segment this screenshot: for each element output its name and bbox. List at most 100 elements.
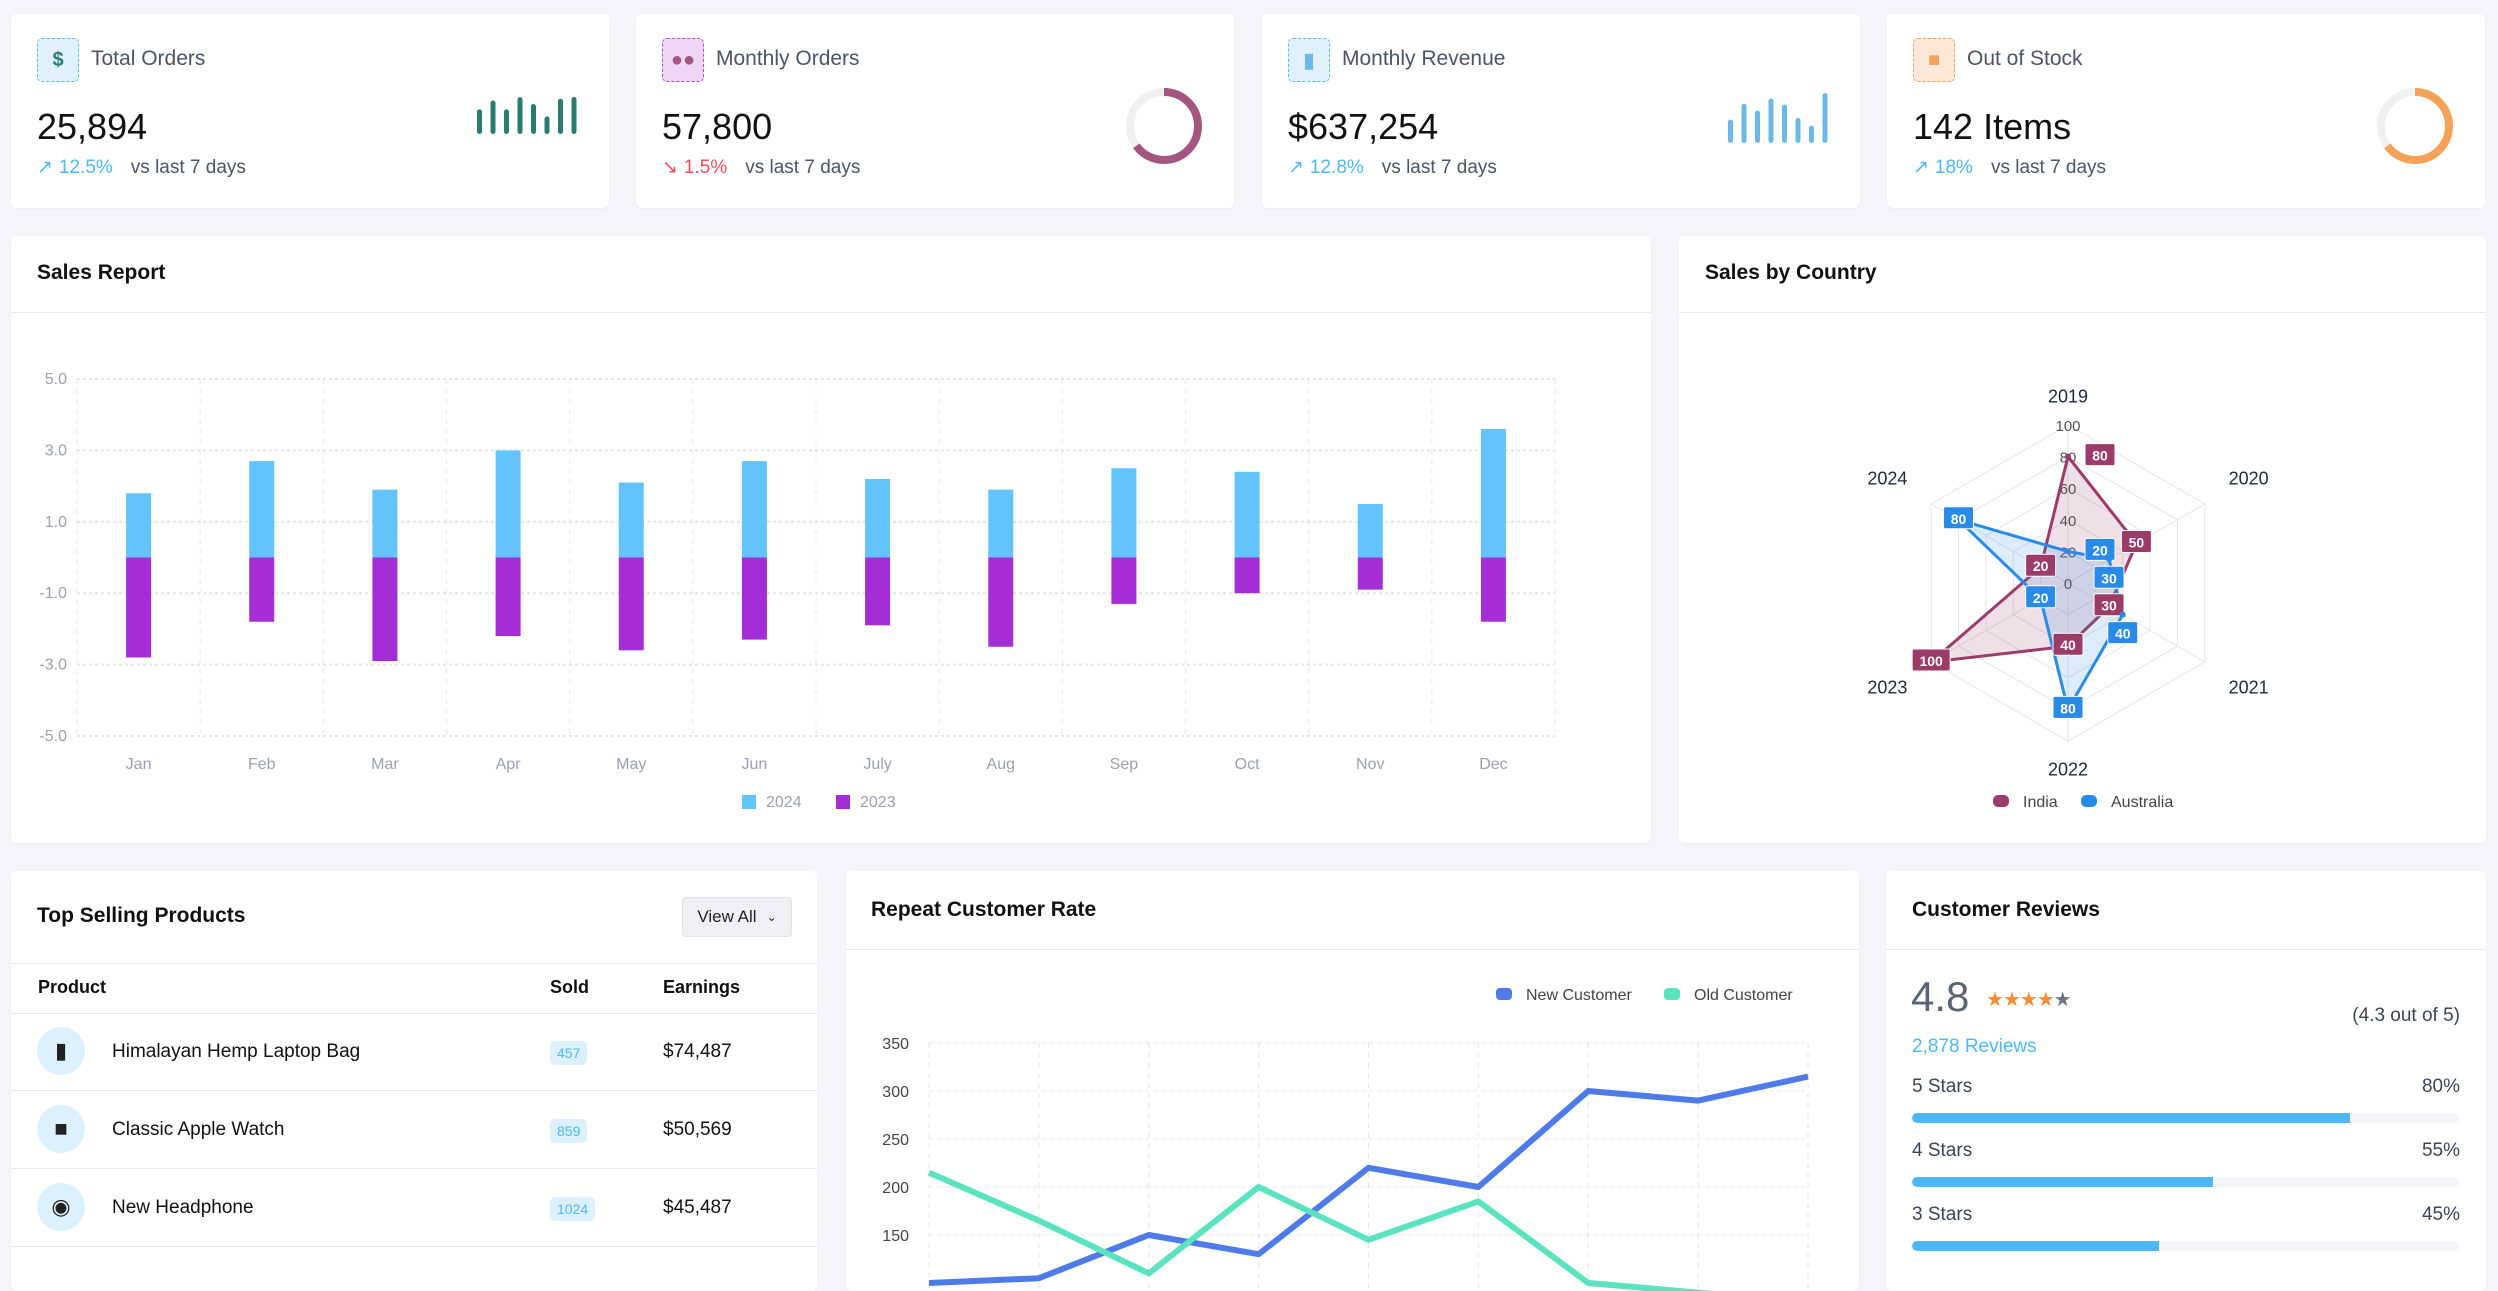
x-tick-label: Jan	[126, 756, 152, 773]
top-selling-title: Top Selling Products	[37, 904, 246, 927]
kpi-trend: ↘ 1.5% vs last 7 days	[662, 156, 860, 179]
star-level-label: 4 Stars	[1912, 1140, 1973, 1161]
repeat-customer-card: Repeat Customer Rate 350 300 250 200 150 New …	[846, 871, 1859, 1291]
kpi-value: $637,254	[1288, 106, 1439, 147]
data-label: 80	[2060, 700, 2076, 716]
trend-up-icon: ↗	[1288, 157, 1304, 178]
trend-period: vs last 7 days	[1381, 156, 1497, 178]
bar-2024-mar	[372, 489, 398, 558]
kpi-trend: ↗ 12.5% vs last 7 days	[37, 156, 246, 179]
y-tick-label: 150	[882, 1228, 909, 1245]
earnings-value: $74,487	[663, 1041, 732, 1062]
data-point	[2065, 453, 2071, 460]
sparkline-bar	[490, 100, 496, 134]
data-label: 20	[2033, 558, 2049, 574]
data-point	[2119, 611, 2126, 618]
kpi-card-monthly-revenue: ▮ Monthly Revenue $637,254 ↗ 12.8% vs la…	[1262, 14, 1860, 208]
radar-tick-label: 0	[2064, 576, 2072, 593]
trend-percent: 12.5%	[58, 156, 113, 178]
bag-thumbnail: ▮	[37, 1027, 85, 1075]
reviews-count-link[interactable]: 2,878 Reviews	[1912, 1036, 2037, 1057]
bar-2023-dec	[1480, 557, 1506, 622]
sparkline-bar	[1782, 104, 1787, 143]
x-tick-label: Apr	[496, 756, 522, 773]
divider	[11, 1013, 817, 1014]
y-tick-label: 200	[882, 1180, 909, 1197]
data-label: 40	[2060, 637, 2076, 653]
product-name: New Headphone	[112, 1197, 254, 1218]
star-level-percent: 55%	[2421, 1140, 2460, 1161]
bar-2023-sep	[1111, 557, 1137, 604]
sparkline-bar	[1741, 103, 1747, 143]
bar-2023-aug	[988, 557, 1014, 647]
radar-category-label: 2023	[1867, 677, 1907, 697]
sparkline-bar	[531, 104, 536, 134]
repeat-customer-title: Repeat Customer Rate	[871, 898, 1097, 921]
data-label-box	[2120, 530, 2152, 553]
legend-label: Old Customer	[1694, 987, 1793, 1004]
sales-report-title: Sales Report	[37, 261, 166, 284]
kpi-value: 25,894	[37, 106, 148, 147]
data-label-box	[1943, 506, 1975, 530]
data-label-box	[2052, 695, 2084, 719]
star-icon: ★	[2019, 989, 2038, 1011]
radar-tick-label: 60	[2060, 481, 2077, 498]
bar-2024-sep	[1111, 468, 1137, 558]
x-tick-label: Nov	[1356, 756, 1384, 773]
star-level-bar	[1912, 1241, 2460, 1251]
legend-swatch	[2081, 795, 2097, 807]
legend-swatch	[1664, 988, 1680, 1000]
product-name: Classic Apple Watch	[112, 1119, 285, 1140]
sales-by-country-card: Sales by Country 2019 2020 2021 2022 2023 202…	[1679, 236, 2486, 843]
star-level-fill	[1912, 1177, 2214, 1187]
users-icon: ●●	[662, 38, 704, 82]
legend-swatch	[742, 795, 756, 809]
bar-2023-feb	[249, 557, 275, 622]
divider	[11, 1246, 817, 1247]
x-tick-label: Dec	[1479, 756, 1507, 773]
bar-2023-oct	[1234, 557, 1260, 594]
data-label-box	[2093, 565, 2125, 589]
star-icon: ★	[2053, 989, 2072, 1011]
bar-2024-oct	[1234, 471, 1260, 558]
money-bag-icon: $	[37, 38, 79, 82]
ring-fill	[1126, 88, 1202, 164]
kpi-trend: ↗ 12.8% vs last 7 days	[1288, 156, 1497, 179]
radar-category-label: 2020	[2229, 469, 2269, 489]
bar-2023-may	[618, 557, 644, 651]
sparkline-bar	[477, 109, 482, 134]
star-icon: ★	[2036, 989, 2055, 1011]
data-label: 20	[2092, 542, 2108, 558]
view-all-button[interactable]: View All ⌄	[682, 897, 792, 937]
x-tick-label: Aug	[987, 756, 1015, 773]
x-tick-label: Feb	[248, 756, 276, 773]
table-row[interactable]: ▮ Himalayan Hemp Laptop Bag 457 $74,487	[11, 1013, 817, 1091]
sparkline-bar	[517, 97, 523, 134]
bar-2024-feb	[249, 461, 275, 558]
divider	[1886, 949, 2486, 950]
sparkline-bar	[544, 116, 550, 134]
customer-reviews-card: Customer Reviews 4.8 ★★★★★ (4.3 out of 5…	[1886, 871, 2486, 1291]
radar-category-label: 2022	[2048, 759, 2088, 779]
sales-by-country-title: Sales by Country	[1705, 261, 1877, 284]
product-name: Himalayan Hemp Laptop Bag	[112, 1041, 361, 1062]
legend-swatch	[836, 795, 850, 809]
data-label: 80	[1951, 511, 1967, 527]
y-tick-label: -3.0	[39, 657, 67, 674]
table-row[interactable]: ■ Classic Apple Watch 859 $50,569	[11, 1091, 817, 1169]
legend-swatch	[1496, 988, 1512, 1000]
trend-percent: 1.5%	[683, 156, 728, 178]
divider	[1679, 312, 2486, 313]
column-header-product: Product	[38, 977, 107, 997]
kpi-card-out-of-stock: ■ Out of Stock 142 Items ↗ 18% vs last 7…	[1887, 14, 2485, 208]
legend-label: Australia	[2111, 794, 2173, 811]
trend-period: vs last 7 days	[1990, 156, 2107, 178]
bar-2024-dec	[1480, 428, 1506, 558]
sparkline-chart	[477, 97, 577, 134]
sparkline-bar	[1768, 98, 1774, 143]
legend-label: 2023	[860, 794, 896, 811]
star-level-label: 5 Stars	[1912, 1076, 1973, 1097]
y-tick-label: 1.0	[45, 514, 67, 531]
table-row[interactable]: ◉ New Headphone 1024 $45,487	[11, 1169, 817, 1247]
data-label: 40	[2115, 626, 2131, 642]
